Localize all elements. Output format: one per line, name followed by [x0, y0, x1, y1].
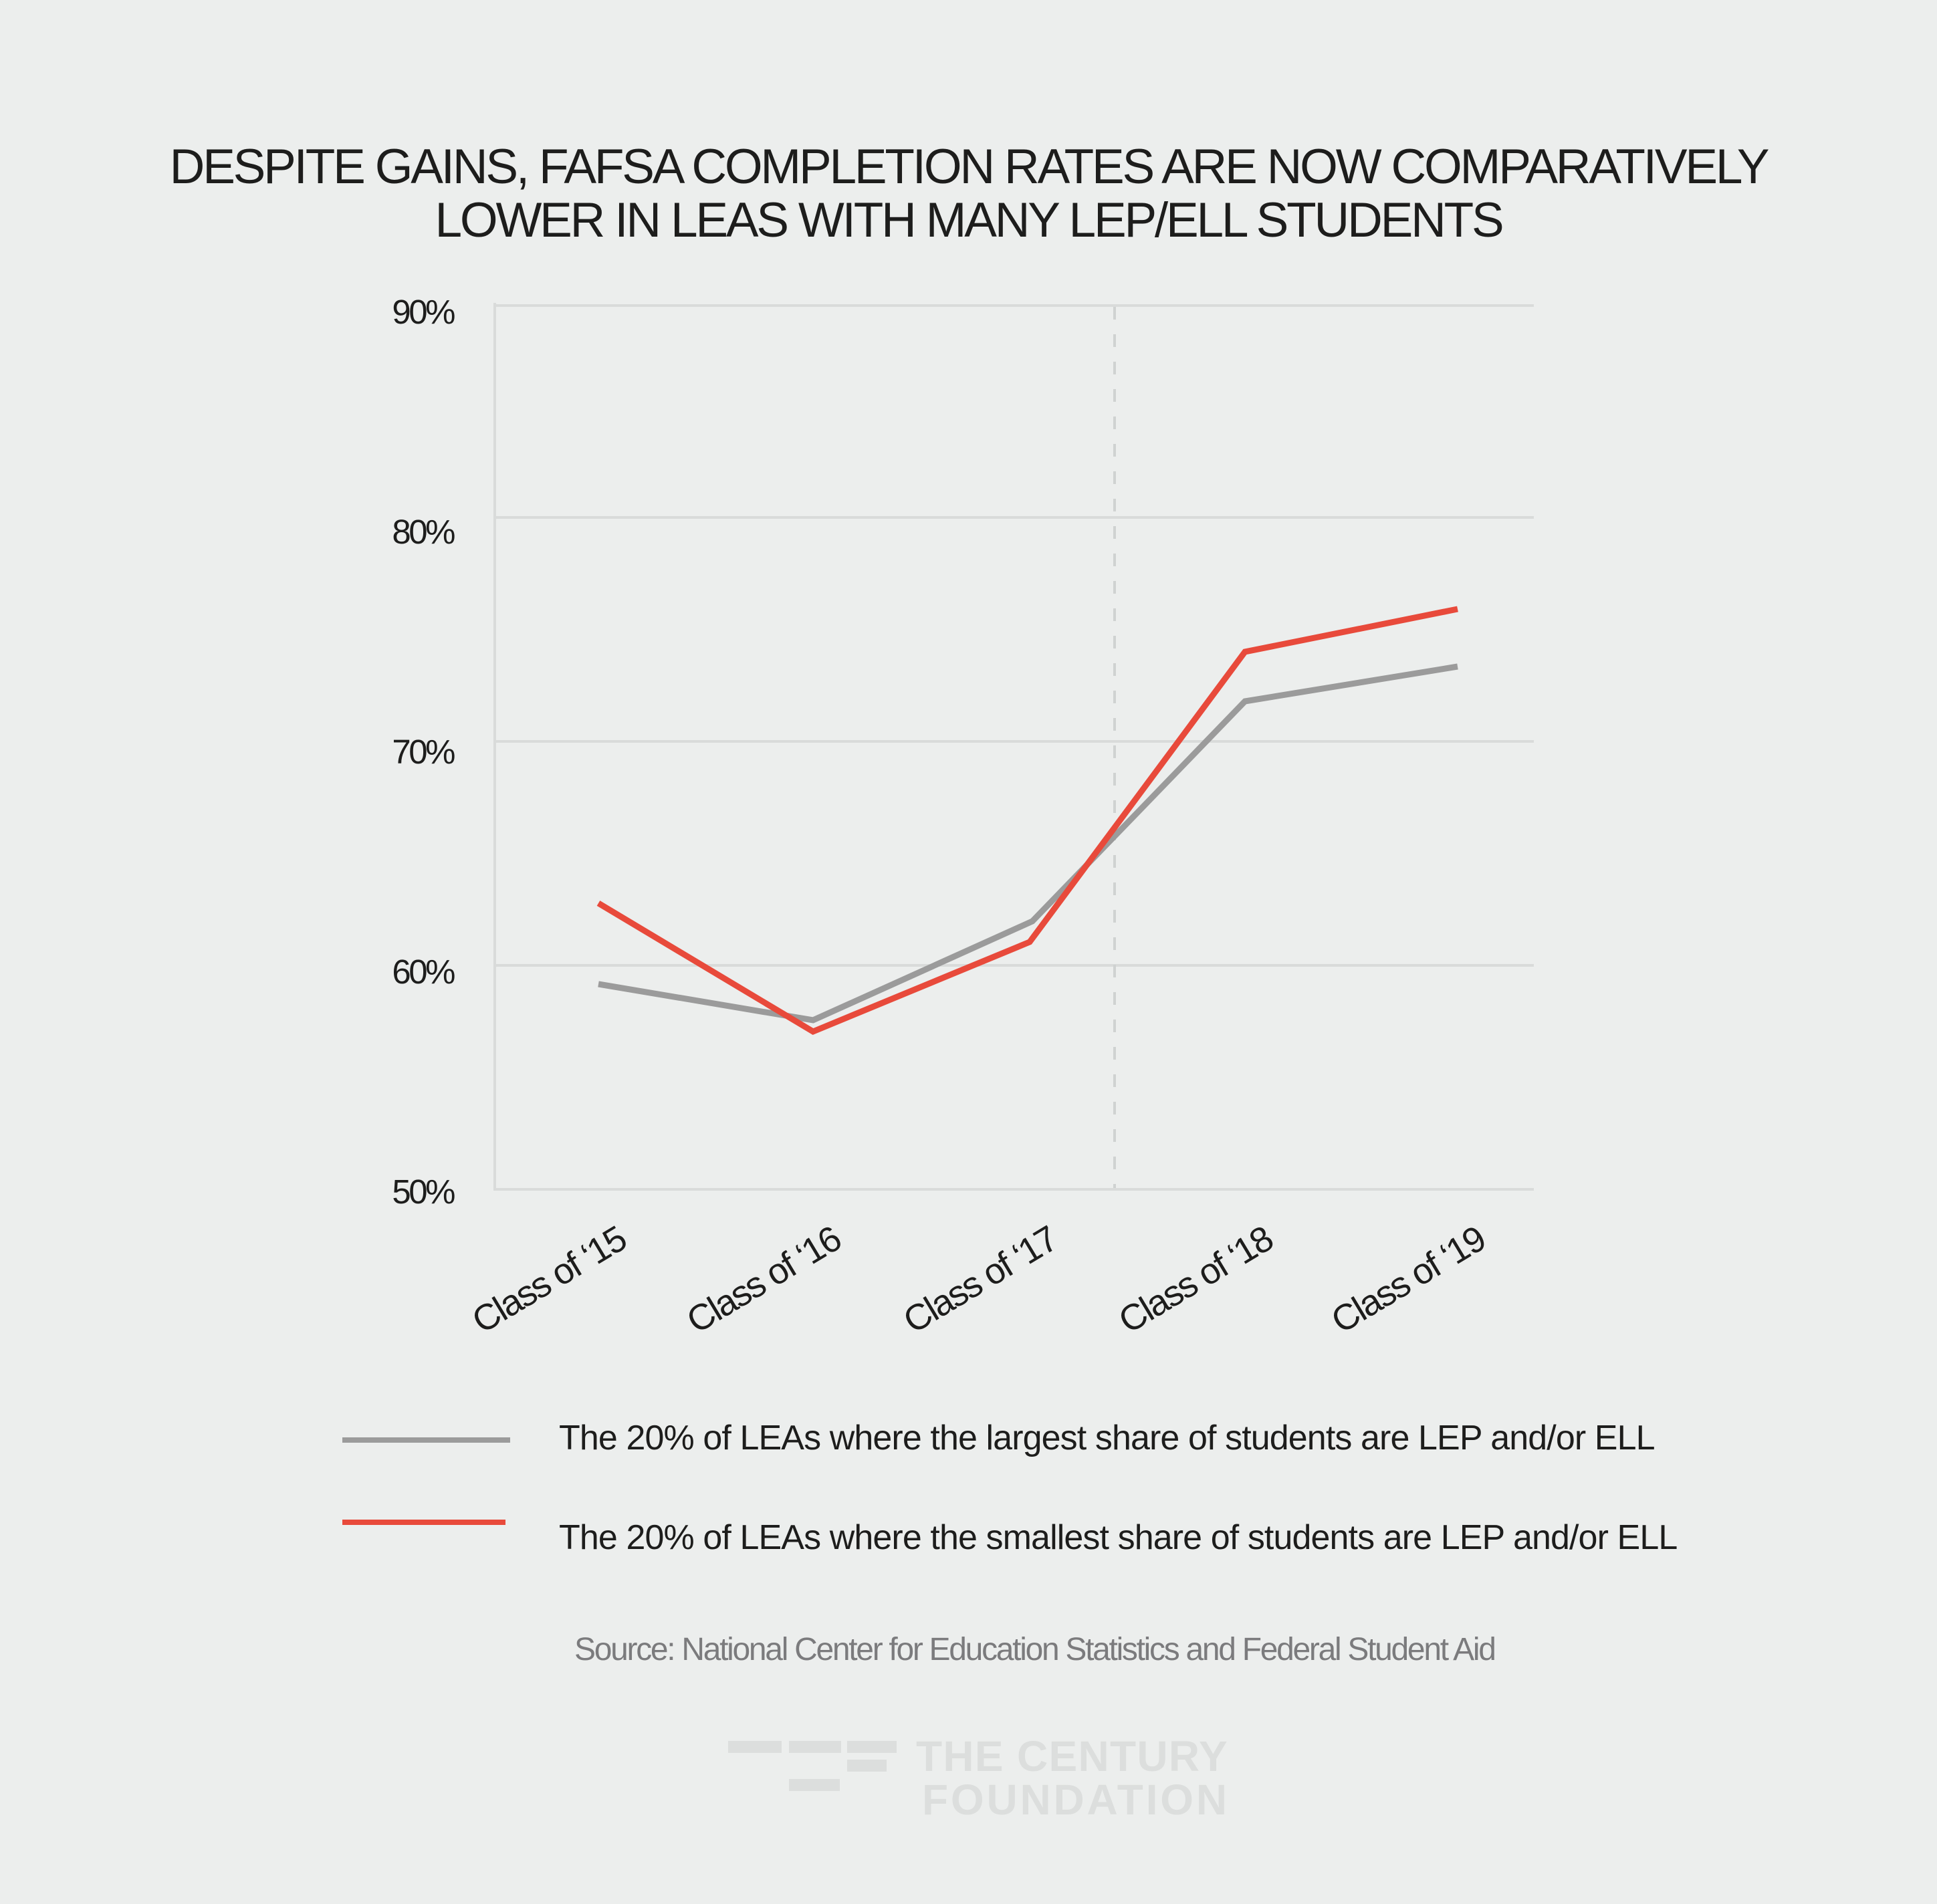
svg-text:Class of ‘17: Class of ‘17 — [897, 1219, 1064, 1341]
svg-text:Class of ‘15: Class of ‘15 — [465, 1219, 633, 1341]
svg-text:Class of ‘19: Class of ‘19 — [1325, 1219, 1492, 1341]
svg-text:Class of ‘18: Class of ‘18 — [1112, 1219, 1279, 1341]
svg-text:Class of ‘16: Class of ‘16 — [680, 1219, 847, 1341]
